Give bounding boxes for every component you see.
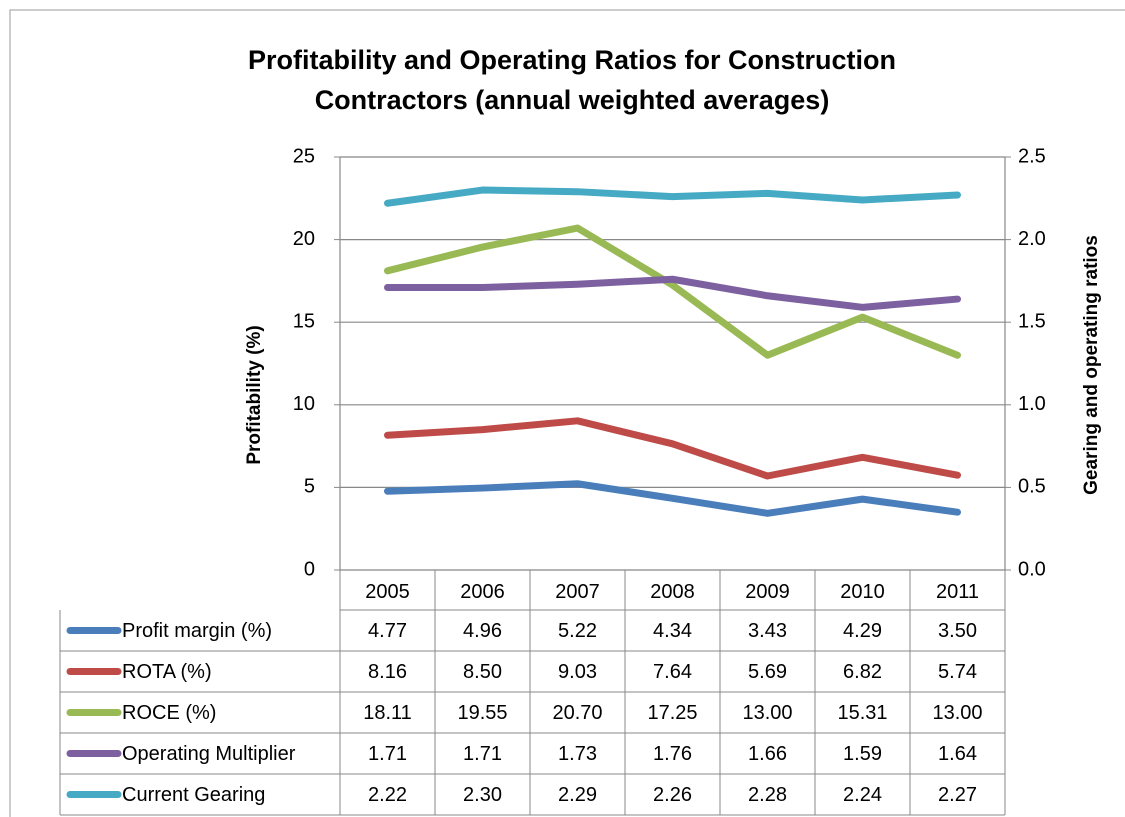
table-value: 5.69 — [748, 661, 787, 683]
x-tick-label: 2005 — [365, 581, 410, 603]
legend-label: Operating Multiplier — [122, 743, 296, 765]
table-value: 1.71 — [463, 743, 502, 765]
series-line — [384, 480, 961, 517]
chart-frame — [9, 9, 1125, 817]
y-tick-label: 0 — [304, 558, 315, 580]
table-value: 1.59 — [843, 743, 882, 765]
table-value: 2.24 — [843, 784, 882, 806]
legend-label: ROCE (%) — [122, 702, 216, 724]
table-value: 5.22 — [558, 620, 597, 642]
x-tick-label: 2010 — [840, 581, 885, 603]
x-tick-label: 2011 — [936, 581, 979, 603]
table-value: 1.76 — [653, 743, 692, 765]
table-value: 2.30 — [463, 784, 502, 806]
table-value: 2.27 — [938, 784, 977, 806]
table-value: 2.28 — [748, 784, 787, 806]
y-tick-label: 5 — [304, 476, 315, 498]
legend-label: ROTA (%) — [122, 661, 212, 683]
legend-label: Profit margin (%) — [122, 620, 272, 642]
y2-tick-label: 0.0 — [1018, 558, 1046, 580]
chart-title: Profitability and Operating Ratios for C… — [247, 45, 897, 115]
table-value: 3.50 — [938, 620, 977, 642]
table-value: 1.64 — [938, 743, 977, 765]
table-value: 5.74 — [938, 661, 977, 683]
y-tick-label: 10 — [293, 393, 315, 415]
table-value: 13.00 — [742, 702, 792, 724]
y2-tick-label: 2.5 — [1018, 145, 1046, 167]
x-tick-label: 2008 — [650, 581, 695, 603]
y-tick-label: 25 — [293, 145, 315, 167]
table-value: 8.50 — [463, 661, 502, 683]
y-axis-title: Profitability (%) — [244, 325, 265, 464]
table-value: 13.00 — [932, 702, 982, 724]
y-tick-label: 20 — [293, 228, 315, 250]
legend-label: Current Gearing — [122, 784, 265, 806]
table-value: 3.43 — [748, 620, 787, 642]
y-tick-label: 15 — [293, 310, 315, 332]
y2-tick-label: 0.5 — [1018, 476, 1046, 498]
y2-tick-label: 1.5 — [1018, 310, 1046, 332]
y2-tick-label: 2.0 — [1018, 228, 1046, 250]
table-value: 1.73 — [558, 743, 597, 765]
table-value: 1.71 — [368, 743, 407, 765]
series-line — [384, 417, 961, 480]
table-value: 4.29 — [843, 620, 882, 642]
table-value: 18.11 — [363, 702, 412, 724]
table-value: 9.03 — [558, 661, 597, 683]
table-value: 2.22 — [368, 784, 407, 806]
table-value: 19.55 — [457, 702, 507, 724]
table-value: 4.96 — [463, 620, 502, 642]
x-tick-label: 2009 — [745, 581, 790, 603]
table-value: 1.66 — [748, 743, 787, 765]
x-tick-label: 2006 — [460, 581, 505, 603]
table-value: 6.82 — [843, 661, 882, 683]
series-line — [384, 224, 961, 359]
series-line — [384, 275, 961, 311]
y2-axis-title: Gearing and operating ratios — [1081, 235, 1102, 495]
table-value: 2.26 — [653, 784, 692, 806]
table-value: 17.25 — [647, 702, 697, 724]
x-tick-label: 2007 — [555, 581, 600, 603]
y2-tick-label: 1.0 — [1018, 393, 1046, 415]
table-value: 2.29 — [558, 784, 597, 806]
table-value: 15.31 — [837, 702, 887, 724]
table-value: 4.34 — [653, 620, 692, 642]
table-value: 7.64 — [653, 661, 692, 683]
table-value: 4.77 — [368, 620, 407, 642]
table-value: 20.70 — [552, 702, 602, 724]
series-line — [384, 186, 961, 207]
table-value: 8.16 — [368, 661, 407, 683]
